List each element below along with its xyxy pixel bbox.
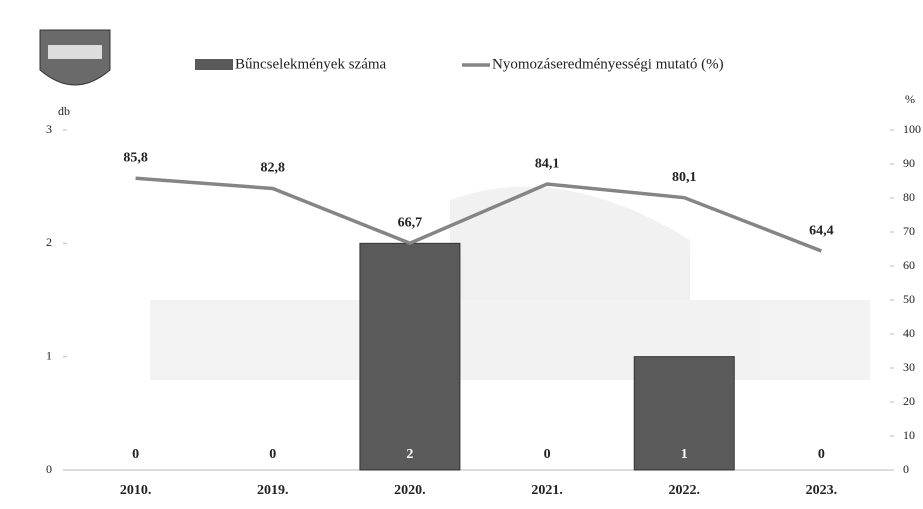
y2-axis-label: % (905, 92, 915, 106)
y2-tick-label: 60 (903, 258, 915, 272)
line-value-label: 82,8 (261, 161, 286, 176)
bar (633, 356, 735, 471)
line-value-label: 85,8 (123, 150, 148, 165)
y2-tick-label: 50 (903, 292, 915, 306)
x-tick-label: 2010. (120, 483, 152, 498)
bar-value-label: 0 (818, 447, 825, 462)
y2-tick-label: 70 (903, 224, 915, 238)
x-tick-label: 2023. (806, 483, 838, 498)
x-tick-label: 2022. (669, 483, 701, 498)
backdrop (150, 186, 870, 380)
y2-tick-label: 40 (903, 326, 915, 340)
bar-value-label: 0 (544, 447, 551, 462)
bar-value-label: 0 (269, 447, 276, 462)
x-tick-label: 2021. (531, 483, 563, 498)
y2-tick-label: 0 (903, 462, 909, 476)
y-axis-label: db (58, 104, 70, 118)
x-tick-label: 2019. (257, 483, 289, 498)
backdrop-base (150, 300, 870, 380)
y-tick-label: 2 (46, 235, 52, 249)
y2-tick-label: 100 (903, 122, 921, 136)
y2-tick-label: 90 (903, 156, 915, 170)
legend-label: Bűncselekmények száma (235, 56, 387, 72)
y2-tick-label: 30 (903, 360, 915, 374)
y2-tick-label: 10 (903, 428, 915, 442)
bar-value-label: 1 (681, 447, 688, 462)
bar-value-label: 0 (132, 447, 139, 462)
legend-swatch (195, 59, 233, 70)
line-value-label: 84,1 (535, 156, 560, 171)
logo (39, 29, 111, 86)
logo-band (48, 45, 102, 59)
line-value-label: 80,1 (672, 170, 697, 185)
y-tick-label: 3 (46, 122, 52, 136)
y2-tick-label: 80 (903, 190, 915, 204)
y-tick-label: 0 (46, 462, 52, 476)
backdrop-building (450, 186, 690, 380)
y2-tick-label: 20 (903, 394, 915, 408)
line-value-label: 66,7 (398, 215, 423, 230)
x-tick-label: 2020. (394, 483, 426, 498)
legend-label: Nyomozáseredményességi mutató (%) (492, 56, 724, 72)
line (135, 176, 823, 253)
bar (359, 242, 461, 471)
line-value-label: 64,4 (809, 223, 834, 238)
bar-value-label: 2 (406, 447, 413, 462)
y-tick-label: 1 (46, 348, 52, 362)
